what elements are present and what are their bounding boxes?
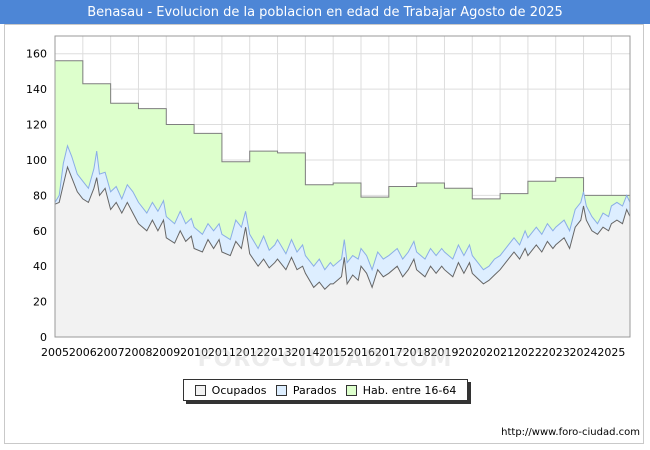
series-parados-line bbox=[54, 144, 631, 272]
x-tick-label: 2006 bbox=[69, 346, 97, 359]
x-tick-label: 2014 bbox=[291, 346, 319, 359]
x-tick-label: 2024 bbox=[570, 346, 598, 359]
legend-label-parados: Parados bbox=[292, 383, 337, 397]
x-tick-label: 2022 bbox=[514, 346, 542, 359]
x-tick-label: 2019 bbox=[430, 346, 458, 359]
chart-title: Benasau - Evolucion de la poblacion en e… bbox=[87, 4, 563, 20]
series-ocupados-area bbox=[55, 167, 630, 337]
x-tick-label: 2010 bbox=[180, 346, 208, 359]
series-ocupados-line bbox=[54, 165, 631, 290]
y-tick-label: 100 bbox=[26, 154, 47, 167]
source-url: http://www.foro-ciudad.com bbox=[501, 427, 640, 438]
x-tick-label: 2008 bbox=[124, 346, 152, 359]
legend-swatch-parados bbox=[275, 384, 287, 396]
y-tick-label: 140 bbox=[26, 83, 47, 96]
y-tick-label: 0 bbox=[40, 331, 47, 344]
x-tick-label: 2020 bbox=[458, 346, 486, 359]
y-tick-label: 80 bbox=[33, 189, 47, 202]
legend-swatch-ocupados bbox=[194, 384, 206, 396]
legend-item-ocupados: Ocupados bbox=[194, 383, 267, 397]
legend-label-ocupados: Ocupados bbox=[211, 383, 267, 397]
x-tick-label: 2017 bbox=[375, 346, 403, 359]
y-tick-label: 60 bbox=[33, 225, 47, 238]
x-tick-label: 2025 bbox=[597, 346, 625, 359]
legend-item-parados: Parados bbox=[275, 383, 337, 397]
legend-item-hab: Hab. entre 16-64 bbox=[345, 383, 457, 397]
legend-label-hab: Hab. entre 16-64 bbox=[362, 383, 457, 397]
x-tick-label: 2016 bbox=[347, 346, 375, 359]
x-tick-label: 2015 bbox=[319, 346, 347, 359]
x-tick-label: 2018 bbox=[403, 346, 431, 359]
plot-border bbox=[54, 35, 631, 338]
x-tick-label: 2013 bbox=[264, 346, 292, 359]
y-tick-label: 40 bbox=[33, 260, 47, 273]
x-tick-label: 2023 bbox=[542, 346, 570, 359]
x-tick-label: 2009 bbox=[152, 346, 180, 359]
series-hab-line bbox=[55, 60, 630, 200]
x-tick-label: 2005 bbox=[41, 346, 69, 359]
chart-title-bar: Benasau - Evolucion de la poblacion en e… bbox=[0, 0, 650, 24]
x-tick-label: 2012 bbox=[236, 346, 264, 359]
chart-legend: Ocupados Parados Hab. entre 16-64 bbox=[183, 379, 468, 401]
watermark: FORO-CIUDAD.COM bbox=[197, 347, 453, 372]
x-tick-label: 2007 bbox=[97, 346, 125, 359]
x-tick-label: 2021 bbox=[486, 346, 514, 359]
legend-swatch-hab bbox=[345, 384, 357, 396]
y-tick-label: 20 bbox=[33, 296, 47, 309]
x-tick-label: 2011 bbox=[208, 346, 236, 359]
y-tick-label: 160 bbox=[26, 48, 47, 61]
y-tick-label: 120 bbox=[26, 119, 47, 132]
